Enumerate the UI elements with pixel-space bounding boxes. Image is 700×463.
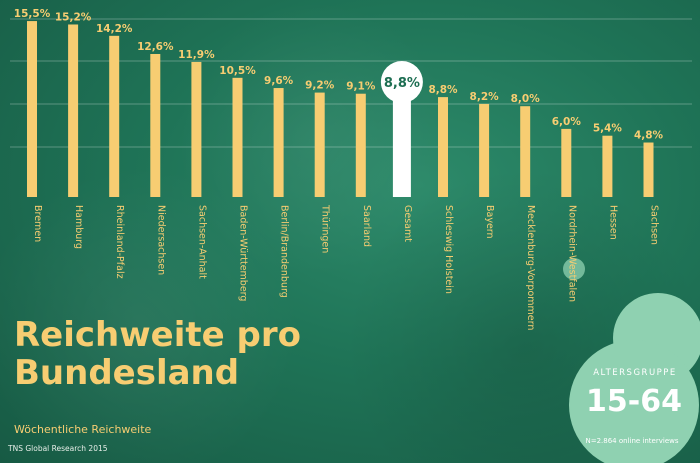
category-labels: Bremen Hamburg Rheinland-Pfalz Niedersachse… bbox=[32, 204, 660, 330]
value-label: 8,2% bbox=[470, 91, 500, 103]
bar bbox=[109, 35, 120, 197]
badge-value: 15-64 bbox=[586, 384, 682, 419]
value-label: 12,6% bbox=[137, 41, 174, 53]
value-label: 15,5% bbox=[14, 8, 51, 20]
bar bbox=[643, 142, 654, 197]
category-label: Sachsen-Anhalt bbox=[196, 205, 207, 279]
category-label: Sachsen bbox=[649, 205, 660, 245]
value-label: 5,4% bbox=[593, 123, 623, 135]
value-label: 9,6% bbox=[264, 75, 294, 87]
highlight-bar bbox=[392, 96, 411, 197]
chart-subtitle: Wöchentliche Reichweite bbox=[14, 423, 152, 436]
bar bbox=[232, 77, 243, 197]
chart-title-line-2: Bundesland bbox=[14, 353, 240, 393]
category-label: Saarland bbox=[361, 205, 372, 247]
bar bbox=[438, 97, 448, 197]
value-label: 4,8% bbox=[634, 130, 664, 142]
grid-lines bbox=[10, 18, 692, 148]
category-label: Bayern bbox=[484, 205, 495, 239]
value-label: 9,2% bbox=[305, 80, 335, 92]
bar bbox=[191, 61, 202, 198]
value-label: 10,5% bbox=[219, 65, 256, 77]
value-label-highlight: 8,8% bbox=[384, 76, 420, 91]
value-label: 11,9% bbox=[178, 49, 215, 61]
bar bbox=[273, 88, 284, 197]
category-label: Gesamt bbox=[402, 205, 413, 242]
badge-circle-small bbox=[563, 258, 585, 280]
category-label: Hessen bbox=[607, 205, 618, 240]
bar bbox=[150, 53, 161, 197]
bars-group bbox=[27, 21, 654, 198]
badge-label: ALTERSGRUPPE bbox=[593, 368, 677, 378]
chart-title-line-1: Reichweite pro bbox=[14, 315, 301, 355]
bar-highlight bbox=[380, 61, 423, 197]
bar bbox=[520, 106, 531, 197]
highlight-circle bbox=[380, 61, 423, 103]
bar bbox=[68, 24, 79, 198]
value-label: 15,2% bbox=[55, 11, 92, 23]
category-label: Baden-Württemberg bbox=[238, 205, 249, 301]
badge-circle-main bbox=[569, 340, 699, 463]
bar bbox=[314, 92, 325, 197]
value-label: 8,8% bbox=[428, 84, 458, 96]
category-label: Mecklenburg-Vorpommern bbox=[525, 205, 536, 330]
category-label: Niedersachsen bbox=[155, 205, 166, 275]
bar bbox=[602, 135, 613, 197]
category-label: Hamburg bbox=[73, 205, 84, 249]
category-label: Nordrhein-Westfalen bbox=[566, 205, 577, 302]
value-labels: 15,5% 15,2% 14,2% 12,6% 11,9% 10,5% 9,6% 9,2% 9,… bbox=[14, 8, 664, 141]
value-label: 6,0% bbox=[552, 116, 582, 128]
chart-title: Reichweite pro Bundesland bbox=[14, 316, 414, 392]
bar bbox=[479, 103, 490, 197]
value-label: 14,2% bbox=[96, 23, 133, 35]
category-label: Bremen bbox=[32, 205, 43, 242]
category-label: Rheinland-Pfalz bbox=[114, 205, 125, 279]
category-label: Thüringen bbox=[320, 204, 331, 253]
category-label: Schleswig Holstein bbox=[443, 205, 454, 294]
bar bbox=[561, 128, 572, 197]
source-note: TNS Global Research 2015 bbox=[8, 444, 108, 453]
badge-note: N=2.864 online interviews bbox=[585, 437, 679, 445]
bar bbox=[27, 21, 37, 198]
value-label: 8,0% bbox=[511, 93, 541, 105]
value-label: 9,1% bbox=[346, 81, 376, 93]
category-label: Berlin/Brandenburg bbox=[279, 205, 290, 298]
bar bbox=[355, 93, 366, 197]
